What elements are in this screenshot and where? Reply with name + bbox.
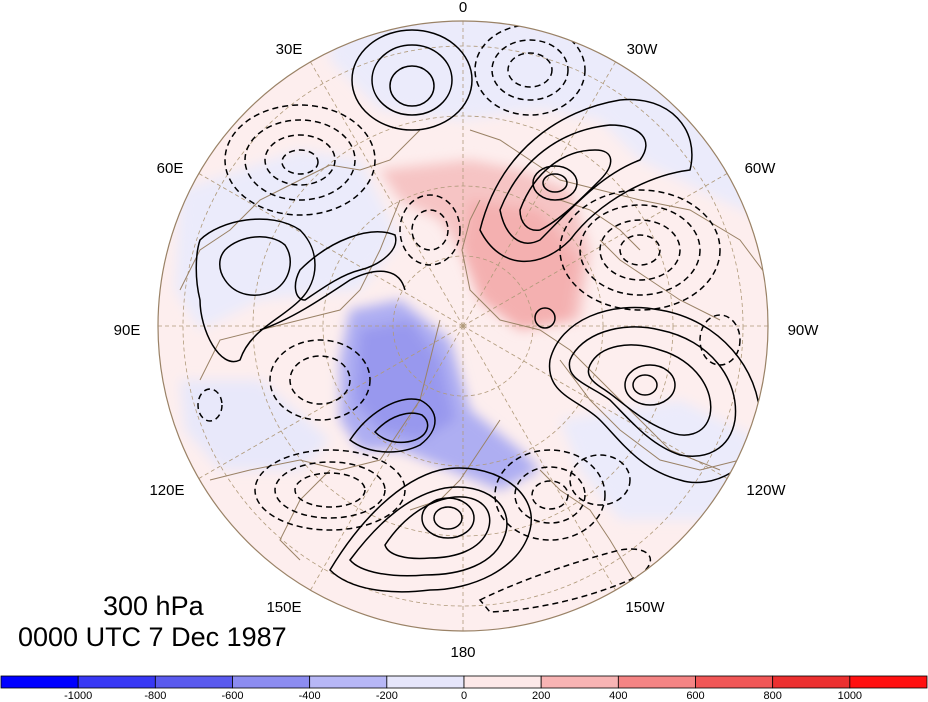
colorbar-tick-label: -600 xyxy=(221,690,243,702)
colorbar-tick-label: -1000 xyxy=(64,690,92,702)
colorbar-box xyxy=(77,675,156,689)
lon-label-60e: 60E xyxy=(157,160,184,177)
colorbar-tick-label: -400 xyxy=(299,690,321,702)
colorbar-tick-label: 200 xyxy=(532,690,550,702)
contour-lines xyxy=(195,29,761,593)
colorbar-box xyxy=(695,675,774,689)
valid-time-label: 0000 UTC 7 Dec 1987 xyxy=(18,622,287,652)
colorbar-box xyxy=(617,675,696,689)
coastlines xyxy=(179,129,768,591)
lon-label-90w: 90W xyxy=(788,322,820,339)
colorbar-box xyxy=(772,675,851,689)
colorbar-box xyxy=(309,675,388,689)
colorbar-labels: -1000 -800 -600 -400 -200 0 200 400 600 800 1000 xyxy=(64,690,862,702)
colorbar-boxes xyxy=(0,675,928,689)
colorbar-tick-label: 400 xyxy=(609,690,627,702)
colorbar-box xyxy=(0,675,79,689)
lon-label-180: 180 xyxy=(450,644,475,661)
colorbar-tick-label: 600 xyxy=(686,690,704,702)
lon-label-150e: 150E xyxy=(266,599,301,616)
colorbar-box xyxy=(154,675,233,689)
map-boundary xyxy=(157,20,769,632)
colorbar-tick-label: -200 xyxy=(376,690,398,702)
lon-label-0: 0 xyxy=(459,0,467,16)
colorbar-tick-label: 0 xyxy=(461,690,467,702)
lon-label-30e: 30E xyxy=(276,41,303,58)
lon-label-120e: 120E xyxy=(149,482,184,499)
longitude-labels: 0 30W 60W 90W 120W 150W 180 150E 120E 90… xyxy=(114,0,820,661)
lon-label-120w: 120W xyxy=(746,482,786,499)
lon-label-60w: 60W xyxy=(745,160,777,177)
colorbar-box xyxy=(232,675,311,689)
colorbar-box xyxy=(386,675,465,689)
colorbar-box xyxy=(540,675,619,689)
colorbar-tick-label: 1000 xyxy=(838,690,862,702)
pressure-level-label: 300 hPa xyxy=(103,591,204,621)
colorbar-box xyxy=(463,675,542,689)
colorbar-tick-label: -800 xyxy=(144,690,166,702)
lon-label-30w: 30W xyxy=(627,41,659,58)
colorbar-box xyxy=(849,675,928,689)
colorbar-tick-label: 800 xyxy=(763,690,781,702)
lon-label-150w: 150W xyxy=(625,599,665,616)
lon-label-90e: 90E xyxy=(114,322,141,339)
